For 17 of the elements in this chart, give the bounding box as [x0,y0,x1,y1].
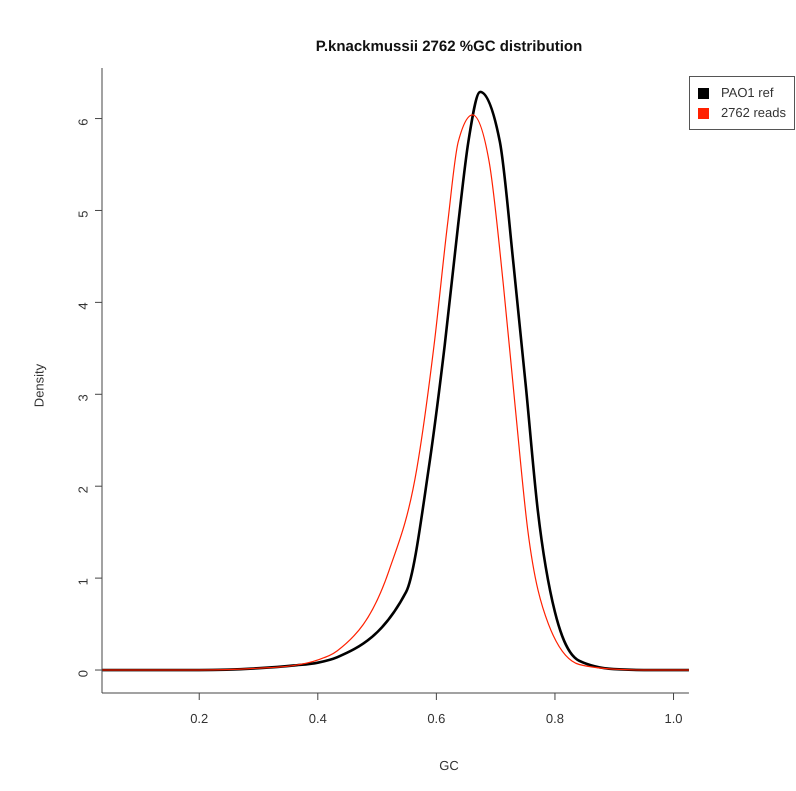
y-tick-label: 4 [76,302,91,310]
y-tick-label: 3 [76,394,91,402]
x-axis-title: GC [438,758,460,773]
x-tick-label: 1.0 [664,711,683,726]
x-tick-label: 0.6 [427,711,446,726]
legend-label: PAO1 ref [720,84,774,102]
legend-label: 2762 reads [720,104,786,122]
chart-title: P.knackmussii 2762 %GC distribution [314,38,584,55]
x-tick-label: 0.4 [308,711,327,726]
y-axis-title: Density [32,362,46,410]
y-tick-label: 2 [76,486,91,494]
y-tick-label: 1 [76,578,91,586]
x-tick-label: 0.8 [546,711,564,726]
x-tick-label: 0.2 [190,711,208,726]
y-tick-label: 5 [76,210,91,218]
y-tick-label: 0 [76,670,91,678]
y-tick-label: 6 [76,118,91,126]
